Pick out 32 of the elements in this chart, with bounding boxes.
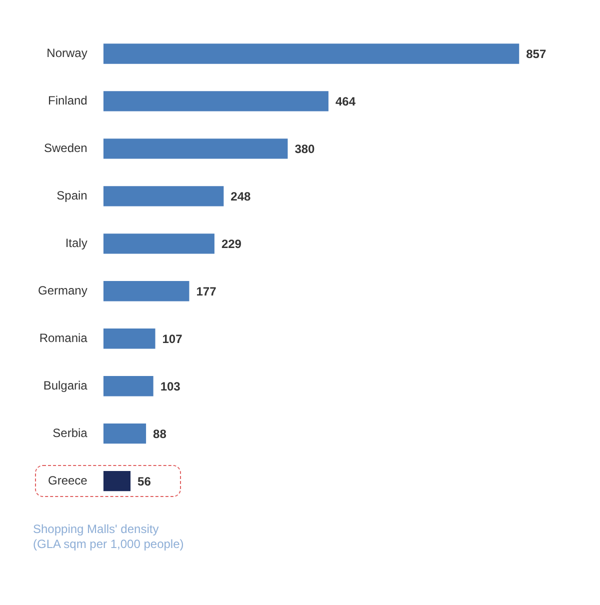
bar xyxy=(103,186,224,206)
bar xyxy=(103,423,146,444)
text: (GLA sqm per 1,000 people) xyxy=(33,537,184,552)
bar xyxy=(103,328,156,349)
data-label: 229 xyxy=(221,236,242,251)
data-label: 248 xyxy=(230,189,252,204)
data-label: 464 xyxy=(335,94,356,109)
text: Shopping Malls' density xyxy=(33,522,160,537)
y-tick-label: Romania xyxy=(39,330,88,345)
y-tick-label: Serbia xyxy=(52,426,88,440)
bar xyxy=(103,44,520,64)
bar xyxy=(103,234,214,254)
bar xyxy=(103,138,288,159)
data-label: 380 xyxy=(294,142,316,156)
y-tick-label: Norway xyxy=(46,46,88,60)
data-label: 88 xyxy=(153,426,167,441)
bar xyxy=(103,376,154,396)
bar xyxy=(103,470,131,492)
data-label: 56 xyxy=(138,474,152,488)
y-tick-label: Spain xyxy=(56,188,88,202)
y-tick-label: Germany xyxy=(38,283,88,298)
data-label: 177 xyxy=(196,284,217,298)
data-label: 857 xyxy=(526,47,546,62)
y-tick-label: Bulgaria xyxy=(43,378,88,392)
y-tick-label: Greece xyxy=(48,473,88,488)
data-label: 107 xyxy=(162,332,183,346)
y-tick-label: Finland xyxy=(48,94,88,108)
y-tick-label: Italy xyxy=(65,236,88,250)
y-tick-label: Sweden xyxy=(44,141,88,156)
data-label: 103 xyxy=(160,379,181,394)
bar xyxy=(103,91,328,112)
bar xyxy=(103,281,190,302)
